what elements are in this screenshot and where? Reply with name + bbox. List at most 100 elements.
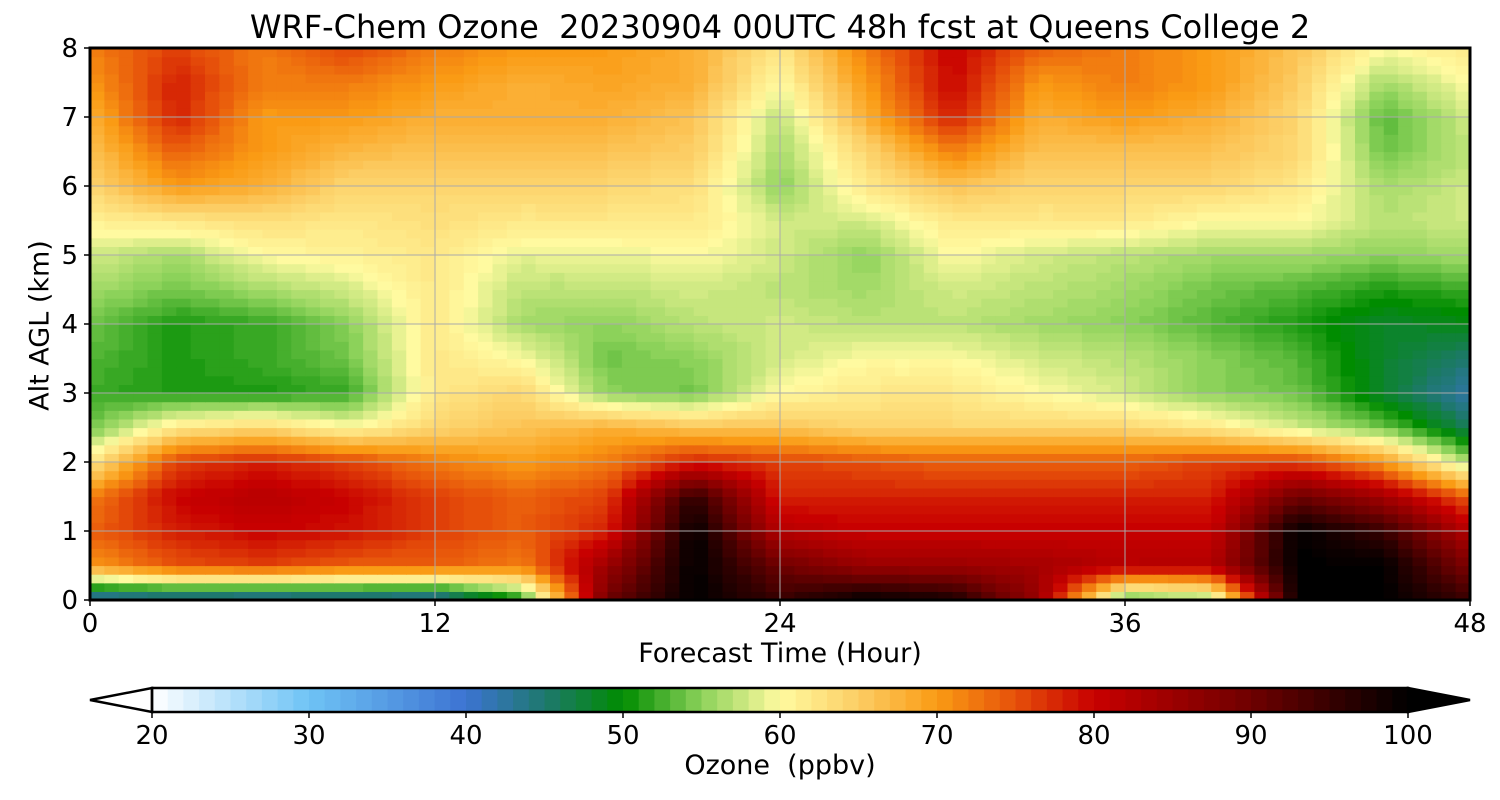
heatmap-cell <box>219 574 235 584</box>
heatmap-cell <box>1254 384 1270 394</box>
heatmap-cell <box>219 306 235 316</box>
heatmap-cell <box>679 349 695 360</box>
heatmap-cell <box>506 462 522 472</box>
heatmap-cell <box>1211 203 1227 213</box>
heatmap-cell <box>521 151 537 161</box>
heatmap-cell <box>1283 384 1299 394</box>
heatmap-cell <box>1125 531 1140 541</box>
heatmap-cell <box>176 272 192 282</box>
heatmap-cell <box>118 444 134 454</box>
heatmap-cell <box>262 306 278 316</box>
heatmap-cell <box>665 453 680 463</box>
heatmap-cell <box>478 444 494 454</box>
heatmap-cell <box>521 349 537 360</box>
heatmap-cell <box>808 203 824 213</box>
heatmap-cell <box>621 462 637 472</box>
heatmap-cell <box>1340 186 1356 196</box>
heatmap-cell <box>449 332 465 342</box>
heatmap-cell <box>1426 358 1442 368</box>
heatmap-cell <box>262 384 278 394</box>
heatmap-cell <box>1441 203 1457 213</box>
heatmap-cell <box>363 341 379 351</box>
heatmap-cell <box>909 393 925 403</box>
heatmap-cell <box>837 211 853 222</box>
heatmap-cell <box>1053 453 1069 463</box>
heatmap-cell <box>1139 453 1155 463</box>
heatmap-cell <box>377 272 393 282</box>
heatmap-cell <box>291 160 307 170</box>
heatmap-cell <box>693 556 709 567</box>
heatmap-cell <box>1096 539 1112 549</box>
heatmap-cell <box>1297 177 1313 187</box>
heatmap-cell <box>1355 315 1370 325</box>
heatmap-cell <box>190 289 206 299</box>
heatmap-cell <box>923 255 939 265</box>
heatmap-cell <box>1297 410 1313 420</box>
heatmap-cell <box>334 358 350 368</box>
heatmap-cell <box>1455 203 1471 213</box>
heatmap-cell <box>1110 229 1126 239</box>
heatmap-cell <box>492 177 508 187</box>
heatmap-cell <box>966 341 982 351</box>
heatmap-cell <box>435 263 450 273</box>
heatmap-cell <box>1383 151 1399 161</box>
heatmap-cell <box>320 462 335 472</box>
heatmap-cell <box>521 246 537 256</box>
heatmap-cell <box>621 160 637 170</box>
heatmap-cell <box>693 332 709 342</box>
heatmap-cell <box>1182 427 1198 437</box>
heatmap-cell <box>1383 177 1399 187</box>
heatmap-cell <box>1426 462 1442 472</box>
heatmap-cell <box>1125 280 1140 291</box>
heatmap-cell <box>837 203 853 213</box>
heatmap-cell <box>1182 470 1198 480</box>
heatmap-cell <box>305 211 321 222</box>
heatmap-cell <box>621 255 637 265</box>
heatmap-cell <box>923 427 939 437</box>
heatmap-cell <box>276 436 292 446</box>
heatmap-cell <box>1326 186 1342 196</box>
heatmap-cell <box>794 229 810 239</box>
heatmap-cell <box>952 280 968 291</box>
heatmap-cell <box>550 186 565 196</box>
heatmap-cell <box>1268 375 1284 385</box>
heatmap-cell <box>1311 582 1327 592</box>
heatmap-cell <box>578 298 594 308</box>
heatmap-cell <box>851 160 867 170</box>
heatmap-cell <box>621 177 637 187</box>
heatmap-cell <box>866 324 882 334</box>
heatmap-cell <box>1254 211 1270 222</box>
heatmap-cell <box>463 574 479 584</box>
heatmap-cell <box>1398 272 1414 282</box>
heatmap-cell <box>521 229 537 239</box>
heatmap-cell <box>837 160 853 170</box>
heatmap-cell <box>1153 289 1169 299</box>
heatmap-cell <box>248 332 264 342</box>
heatmap-cell <box>1455 393 1471 403</box>
heatmap-cell <box>305 522 321 532</box>
heatmap-cell <box>866 531 882 541</box>
heatmap-cell <box>851 229 867 239</box>
heatmap-cell <box>837 531 853 541</box>
heatmap-cell <box>1311 453 1327 463</box>
heatmap-cell <box>1225 401 1241 411</box>
heatmap-cell <box>1024 315 1040 325</box>
heatmap-cell <box>406 229 422 239</box>
heatmap-cell <box>837 574 853 584</box>
heatmap-cell <box>1355 160 1370 170</box>
heatmap-cell <box>406 177 422 187</box>
heatmap-cell <box>1240 332 1255 342</box>
heatmap-cell <box>190 186 206 196</box>
heatmap-cell <box>1398 280 1414 291</box>
heatmap-cell <box>1196 375 1212 385</box>
heatmap-cell <box>205 470 220 480</box>
heatmap-cell <box>420 220 436 230</box>
heatmap-cell <box>463 591 479 601</box>
heatmap-cell <box>1311 574 1327 584</box>
heatmap-cell <box>1110 479 1126 489</box>
heatmap-cell <box>837 306 853 316</box>
heatmap-cell <box>1139 548 1155 558</box>
heatmap-cell <box>449 168 465 178</box>
heatmap-cell <box>521 358 537 368</box>
heatmap-cell <box>219 556 235 567</box>
